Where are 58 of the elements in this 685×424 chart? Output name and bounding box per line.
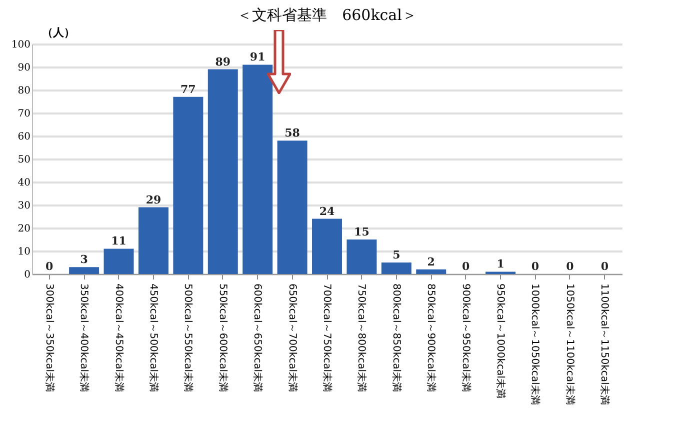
x-tick-label: 450kcal～500kcal未満 [147,284,160,392]
data-label: 0 [462,260,470,273]
x-tick-label: 350kcal～400kcal未満 [78,284,90,392]
y-tick-label: 50 [18,154,30,166]
bar [312,218,342,274]
x-tick-label: 1050kcal～1100kcal未満 [564,284,576,405]
bar [173,96,204,274]
data-label: 15 [354,226,370,238]
bar [138,207,168,274]
data-label: 29 [146,193,162,206]
data-label: 24 [319,204,335,218]
data-label: 0 [531,260,540,273]
x-tick-label: 650kcal～700kcal未満 [286,284,298,392]
y-tick-label: 90 [18,62,30,74]
x-tick-label: 850kcal～900kcal未満 [425,284,438,392]
x-tick-label: 550kcal～600kcal未満 [216,284,229,392]
data-label: 89 [215,55,231,68]
data-label: 1 [496,258,504,271]
data-label: 77 [180,82,196,96]
y-tick-label: 70 [18,108,30,120]
data-label: 0 [600,260,609,273]
data-label: 5 [392,248,400,262]
x-tick-label: 900kcal～950kcal未満 [460,284,472,392]
data-label: 91 [250,50,266,64]
bar [242,64,273,274]
x-tick-label: 500kcal～550kcal未満 [182,284,194,392]
data-label: 2 [427,255,435,268]
x-tick-label: 800kcal～850kcal未満 [390,284,402,392]
data-label: 3 [80,253,88,266]
y-tick-label: 80 [18,86,30,96]
y-tick-label: 100 [11,40,30,50]
x-tick-label: 950kcal～1000kcal未満 [494,284,507,398]
y-axis-title: （人） [42,27,75,39]
y-tick-label: 60 [18,132,30,142]
y-tick-label: 10 [18,246,30,258]
data-label: 0 [566,260,574,273]
y-tick-label: 0 [24,270,30,280]
y-tick-label: 40 [18,178,30,188]
bar [104,248,134,274]
data-label: 58 [284,126,300,140]
y-tick-label: 30 [18,200,30,212]
x-tick-label: 700kcal～750kcal未満 [321,284,333,392]
data-label: 11 [111,234,126,248]
chart-title: ＜文科省基準 660kcal＞ [237,6,417,24]
bar [208,69,238,274]
x-tick-label: 400kcal～450kcal未満 [112,284,125,392]
bar [346,240,377,274]
x-tick-label: 750kcal～800kcal未満 [356,284,368,392]
bar [381,262,412,274]
x-tick-label: 1000kcal～1050kcal未満 [529,284,542,405]
y-tick-label: 20 [18,224,30,234]
x-tick-label: 600kcal～650kcal未満 [252,284,264,392]
x-tick-label: 300kcal～350kcal未満 [43,284,56,392]
bar [277,140,308,274]
bar [69,267,100,274]
bar [416,269,446,274]
data-label: 0 [46,260,54,273]
x-tick-label: 1100kcal～1150kcal未満 [598,284,611,405]
